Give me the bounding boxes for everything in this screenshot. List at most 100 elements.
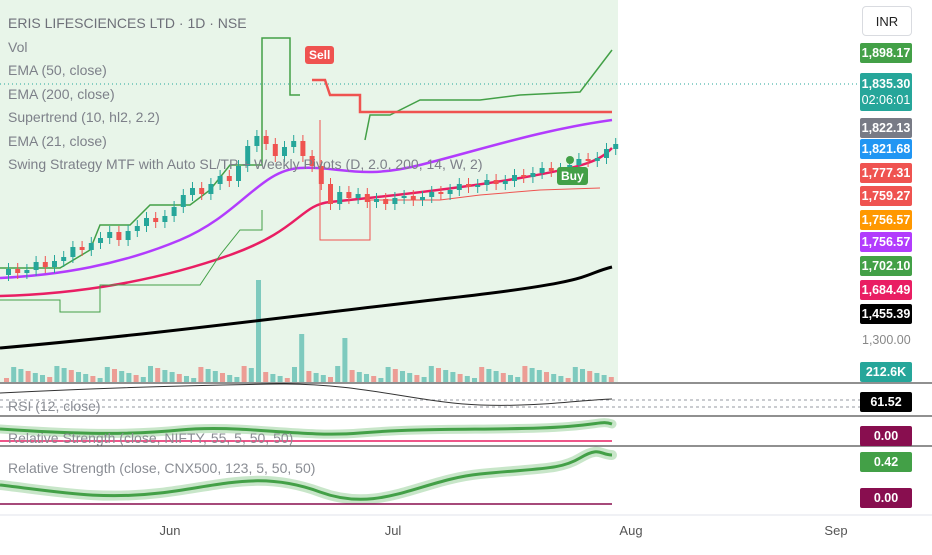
- candle-body: [88, 243, 94, 250]
- time-label-jul: Jul: [384, 523, 402, 538]
- volume-bar: [349, 370, 355, 382]
- price-level-1300: 1,300.00: [862, 333, 911, 347]
- candle-body: [42, 262, 48, 267]
- volume-bar: [277, 376, 283, 382]
- ema200-line: [0, 265, 613, 350]
- supertrend-up-line-2: [364, 49, 613, 141]
- candle-body: [447, 190, 453, 194]
- volume-bar: [133, 375, 139, 382]
- rs-cnx500-zero-tag: 0.00: [860, 488, 912, 508]
- candle-body: [355, 194, 361, 198]
- volume-bar: [464, 376, 470, 382]
- volume-bar: [112, 369, 117, 382]
- volume-bar: [83, 374, 89, 382]
- price-tag: 1,822.13: [860, 118, 912, 138]
- volume-bar: [601, 375, 607, 382]
- rs-nifty-line: [0, 421, 613, 436]
- candle-body: [576, 159, 582, 165]
- candle-body: [401, 196, 407, 198]
- candle-body: [364, 194, 370, 202]
- band-line: [0, 210, 263, 313]
- volume-bar: [371, 376, 377, 382]
- price-tag: 1,756.57: [860, 210, 912, 230]
- candle-body: [539, 168, 545, 173]
- volume-bar: [529, 368, 535, 382]
- candle-body: [392, 198, 398, 204]
- candle-body: [199, 188, 205, 194]
- candle-body: [309, 156, 315, 166]
- price-tag: 1,898.17: [860, 43, 912, 63]
- volume-bar: [184, 376, 189, 382]
- volume-bar: [220, 373, 225, 382]
- candle-body: [245, 146, 251, 166]
- volume-bar: [140, 377, 146, 382]
- candle-body: [190, 188, 195, 195]
- candle-body: [217, 176, 223, 184]
- price-tag: 1,702.10: [860, 256, 912, 276]
- volume-bar: [522, 366, 528, 382]
- rs-nifty-pane-label[interactable]: Relative Strength (close, NIFTY, 55, 5, …: [8, 430, 294, 446]
- candle-body: [291, 141, 297, 147]
- volume-bar: [119, 371, 125, 382]
- candle-body: [272, 144, 278, 156]
- volume-bar: [32, 373, 38, 382]
- volume-bar: [162, 370, 168, 382]
- price-tag: 1,777.31: [860, 163, 912, 183]
- rs-cnx500-value-tag: 0.42: [860, 452, 912, 472]
- rsi-pane-label[interactable]: RSI (12, close): [8, 398, 101, 414]
- volume-bar: [335, 366, 341, 382]
- time-label-jun: Jun: [159, 523, 181, 538]
- rsi-line: [0, 383, 613, 406]
- candle-body: [484, 180, 490, 185]
- ema50-line: [0, 147, 613, 298]
- price-tag: 1,455.39: [860, 304, 912, 324]
- candle-body: [162, 216, 168, 222]
- volume-bar: [155, 368, 161, 382]
- volume-bar: [342, 338, 348, 382]
- rs-cnx500-pane-label[interactable]: Relative Strength (close, CNX500, 123, 5…: [8, 460, 316, 476]
- volume-bar: [479, 367, 485, 382]
- candle-body: [153, 218, 159, 222]
- volume-bar: [270, 374, 276, 382]
- volume-bar: [97, 378, 103, 382]
- volume-bar: [4, 378, 9, 382]
- volume-bar: [400, 371, 405, 382]
- candle-body: [208, 184, 214, 194]
- volume-bar: [90, 376, 96, 382]
- candle-body: [604, 149, 609, 158]
- volume-bar: [104, 367, 110, 382]
- volume-bar: [580, 369, 585, 382]
- volume-bar: [241, 366, 247, 382]
- candle-body: [585, 159, 591, 161]
- candle-body: [548, 168, 554, 171]
- volume-bar: [450, 372, 456, 382]
- candle-body: [52, 261, 57, 267]
- rs-nifty-value-tag: 0.00: [860, 426, 912, 446]
- volume-bar: [428, 366, 434, 382]
- volume-bar: [378, 378, 384, 382]
- volume-bar: [536, 370, 542, 382]
- volume-bar: [54, 366, 60, 382]
- volume-bar: [421, 377, 427, 382]
- stop-band-line: [319, 120, 601, 241]
- volume-bar: [364, 374, 369, 382]
- candle-body: [512, 175, 517, 181]
- volume-bar: [565, 378, 571, 382]
- candle-body: [144, 218, 149, 226]
- candle-body: [70, 247, 76, 257]
- price-tag-value: 1,835.30: [861, 77, 911, 91]
- volume-bar: [313, 373, 319, 382]
- volume-bar: [148, 366, 153, 382]
- currency-selector[interactable]: INR: [862, 6, 912, 36]
- volume-bar: [198, 367, 204, 382]
- volume-bar: [508, 375, 513, 382]
- candle-body: [282, 147, 287, 156]
- candle-body: [594, 158, 600, 161]
- volume-bar: [234, 377, 240, 382]
- candle-body: [410, 196, 416, 200]
- volume-bar: [392, 369, 398, 382]
- candle-body: [263, 136, 269, 144]
- time-label-sep: Sep: [824, 523, 848, 538]
- candle-body: [438, 192, 444, 194]
- buy-signal-label: Buy: [557, 167, 588, 185]
